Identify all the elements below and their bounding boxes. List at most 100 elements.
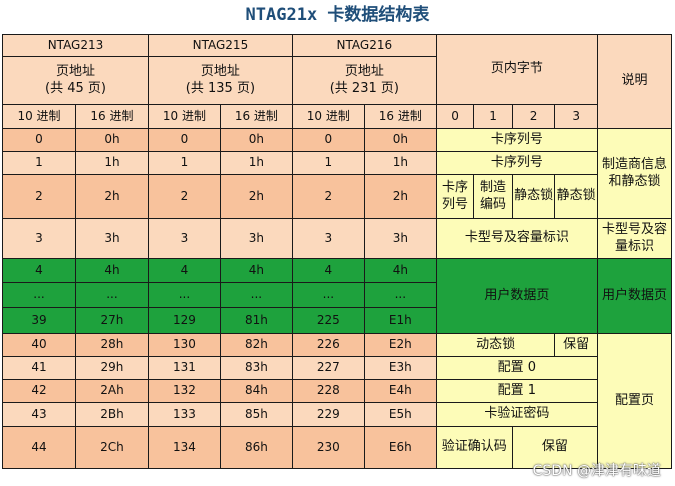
table-row: 43 2Bh 133 85h 229 E5h 卡验证密码: [2, 402, 672, 427]
auth-ack-cell: 验证确认码: [435, 426, 513, 469]
cell-hex: 3h: [363, 218, 437, 259]
cell-dec: 44: [2, 426, 76, 469]
model-ntag215: NTAG215: [147, 34, 293, 57]
cell-dec: 4: [147, 258, 221, 283]
cell-dec: 1: [147, 151, 221, 175]
static-lock-cell: 静态锁: [554, 174, 598, 219]
cell-hex: ...: [74, 282, 149, 308]
cell-dec: 0: [147, 128, 221, 152]
cell-hex: E4h: [363, 379, 437, 403]
cell-hex: 0h: [74, 128, 149, 152]
description-header: 说明: [596, 34, 673, 129]
table-row: 40 28h 130 82h 226 E2h 动态锁 保留 配置页: [2, 333, 673, 469]
mfg-code-cell: 制造编码: [473, 174, 513, 219]
cell-hex: 2h: [74, 174, 149, 219]
desc-user-data: 用户数据页: [596, 258, 673, 334]
page-count-216: (共 231 页): [329, 80, 399, 96]
cell-hex: 0h: [219, 128, 293, 152]
cell-dec: 225: [291, 307, 365, 334]
cell-hex: E6h: [363, 426, 437, 469]
table-row: 3 3h 3 3h 3 3h 卡型号及容量标识 卡型号及容量标识: [2, 218, 673, 259]
cell-hex: E2h: [363, 333, 437, 357]
table-row: 0 0h 0 0h 0 0h 卡序列号 制造商信息和静态锁: [2, 128, 673, 219]
cell-hex: 4h: [363, 258, 437, 283]
cell-dec: 227: [291, 356, 365, 380]
page-count-213: (共 45 页): [45, 80, 106, 96]
page-address-216: 页地址 (共 231 页): [291, 56, 437, 105]
cell-dec: 131: [147, 356, 221, 380]
cell-hex: E1h: [363, 307, 437, 334]
table-row: 1 1h 1 1h 1 1h 卡序列号: [2, 151, 672, 175]
radix-hex-213: 16 进制: [74, 104, 149, 129]
watermark: CSDN @津津有味道: [532, 463, 661, 479]
reserved-cell: 保留: [554, 333, 598, 357]
cell-hex: 1h: [363, 151, 437, 175]
cell-hex: 2Ch: [74, 426, 149, 469]
auth-password-cell: 卡验证密码: [435, 402, 598, 427]
cell-dec: 3: [291, 218, 365, 259]
cell-dec: 2: [147, 174, 221, 219]
cell-dec: 226: [291, 333, 365, 357]
table-row: 42 2Ah 132 84h 228 E4h 配置 1: [2, 379, 672, 403]
cell-dec: 43: [2, 402, 76, 427]
cell-hex: 82h: [219, 333, 293, 357]
page-address-label: 页地址: [344, 63, 384, 79]
cell-dec: 1: [2, 151, 76, 175]
cell-hex: 2Bh: [74, 402, 149, 427]
table-row: ... ... ... ... ... ...: [2, 282, 672, 308]
cell-dec: 129: [147, 307, 221, 334]
cell-dec: 3: [147, 218, 221, 259]
radix-hex-215: 16 进制: [219, 104, 293, 129]
cell-hex: 4h: [74, 258, 149, 283]
cell-dec: 39: [2, 307, 76, 334]
cell-hex: 1h: [219, 151, 293, 175]
radix-hex-216: 16 进制: [363, 104, 437, 129]
cell-dec: 133: [147, 402, 221, 427]
user-data-cell: 用户数据页: [435, 258, 598, 334]
serial-number-cell: 卡序列号: [435, 151, 598, 175]
page-address-label: 页地址: [55, 63, 95, 79]
config1-cell: 配置 1: [435, 379, 598, 403]
cell-hex: 83h: [219, 356, 293, 380]
cell-dec: ...: [147, 282, 221, 308]
cell-dec: 3: [2, 218, 76, 259]
cell-dec: ...: [291, 282, 365, 308]
ntag-data-structure-table: NTAG213 NTAG215 NTAG216 页内字节 说明 页地址 (共 4…: [2, 34, 673, 469]
desc-manufacturer: 制造商信息和静态锁: [596, 128, 673, 219]
page-address-label: 页地址: [200, 63, 240, 79]
cell-hex: 2Ah: [74, 379, 149, 403]
cell-dec: 41: [2, 356, 76, 380]
cell-dec: 228: [291, 379, 365, 403]
table-row: 44 2Ch 134 86h 230 E6h 验证确认码 保留: [2, 426, 672, 469]
page-count-215: (共 135 页): [185, 80, 256, 96]
cell-hex: E5h: [363, 402, 437, 427]
cell-dec: ...: [2, 282, 76, 308]
table-row: 4 4h 4 4h 4 4h 用户数据页 用户数据页: [2, 258, 673, 334]
cell-dec: 40: [2, 333, 76, 357]
cell-hex: 85h: [219, 402, 293, 427]
cell-dec: 230: [291, 426, 365, 469]
card-type-cell: 卡型号及容量标识: [435, 218, 598, 259]
cell-hex: 0h: [363, 128, 437, 152]
model-ntag216: NTAG216: [291, 34, 437, 57]
dynamic-lock-cell: 动态锁: [435, 333, 556, 357]
serial-short-cell: 卡序列号: [435, 174, 475, 219]
cell-dec: 2: [291, 174, 365, 219]
cell-hex: 3h: [219, 218, 293, 259]
page-address-215: 页地址 (共 135 页): [147, 56, 293, 105]
config0-cell: 配置 0: [435, 356, 598, 380]
radix-dec-215: 10 进制: [147, 104, 221, 129]
cell-dec: 130: [147, 333, 221, 357]
cell-hex: ...: [219, 282, 293, 308]
cell-dec: 1: [291, 151, 365, 175]
cell-hex: 2h: [363, 174, 437, 219]
desc-card-type: 卡型号及容量标识: [596, 218, 673, 259]
cell-hex: 28h: [74, 333, 149, 357]
byte-index-1: 1: [473, 104, 513, 129]
page-address-213: 页地址 (共 45 页): [2, 56, 149, 105]
table-row: 41 29h 131 83h 227 E3h 配置 0: [2, 356, 672, 380]
desc-config: 配置页: [596, 333, 673, 469]
model-ntag213: NTAG213: [2, 34, 149, 57]
cell-dec: 132: [147, 379, 221, 403]
cell-dec: 42: [2, 379, 76, 403]
